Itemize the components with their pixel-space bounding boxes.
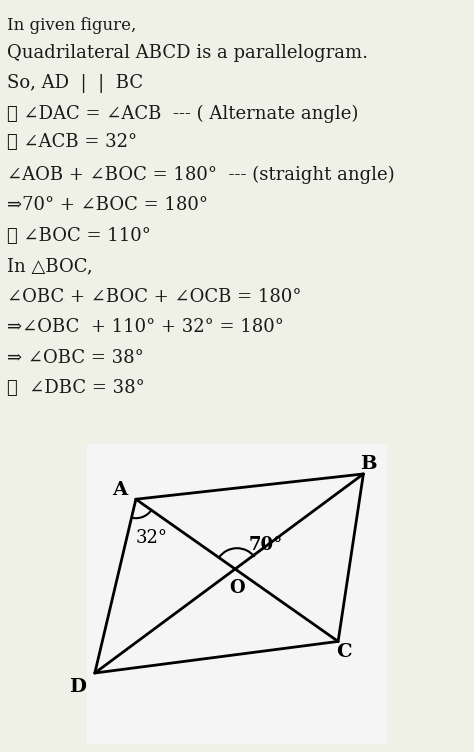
Text: ∴ ∠BOC = 110°: ∴ ∠BOC = 110° [7, 227, 151, 244]
Text: ⇒ ∠OBC = 38°: ⇒ ∠OBC = 38° [7, 349, 144, 367]
Text: D: D [69, 678, 86, 696]
Text: In given figure,: In given figure, [7, 17, 137, 35]
Text: O: O [229, 579, 245, 596]
Text: ∴  ∠DBC = 38°: ∴ ∠DBC = 38° [7, 379, 145, 397]
Text: ∴ ∠ACB = 32°: ∴ ∠ACB = 32° [7, 133, 137, 151]
Text: ∠OBC + ∠BOC + ∠OCB = 180°: ∠OBC + ∠BOC + ∠OCB = 180° [7, 288, 301, 306]
Text: In △BOC,: In △BOC, [7, 257, 93, 275]
Text: 32°: 32° [136, 529, 168, 547]
Text: ∠AOB + ∠BOC = 180°  --- (straight angle): ∠AOB + ∠BOC = 180° --- (straight angle) [7, 165, 395, 184]
Text: ⇒∠OBC  + 110° + 32° = 180°: ⇒∠OBC + 110° + 32° = 180° [7, 318, 284, 336]
Text: So, AD  |  |  BC: So, AD | | BC [7, 74, 143, 93]
Text: B: B [360, 456, 376, 474]
Text: ⇒70° + ∠BOC = 180°: ⇒70° + ∠BOC = 180° [7, 196, 208, 214]
Text: 70°: 70° [248, 535, 283, 553]
Text: ∴ ∠DAC = ∠ACB  --- ( Alternate angle): ∴ ∠DAC = ∠ACB --- ( Alternate angle) [7, 105, 358, 123]
Text: Quadrilateral ABCD is a parallelogram.: Quadrilateral ABCD is a parallelogram. [7, 44, 368, 62]
Text: C: C [337, 644, 352, 662]
Text: A: A [112, 481, 128, 499]
